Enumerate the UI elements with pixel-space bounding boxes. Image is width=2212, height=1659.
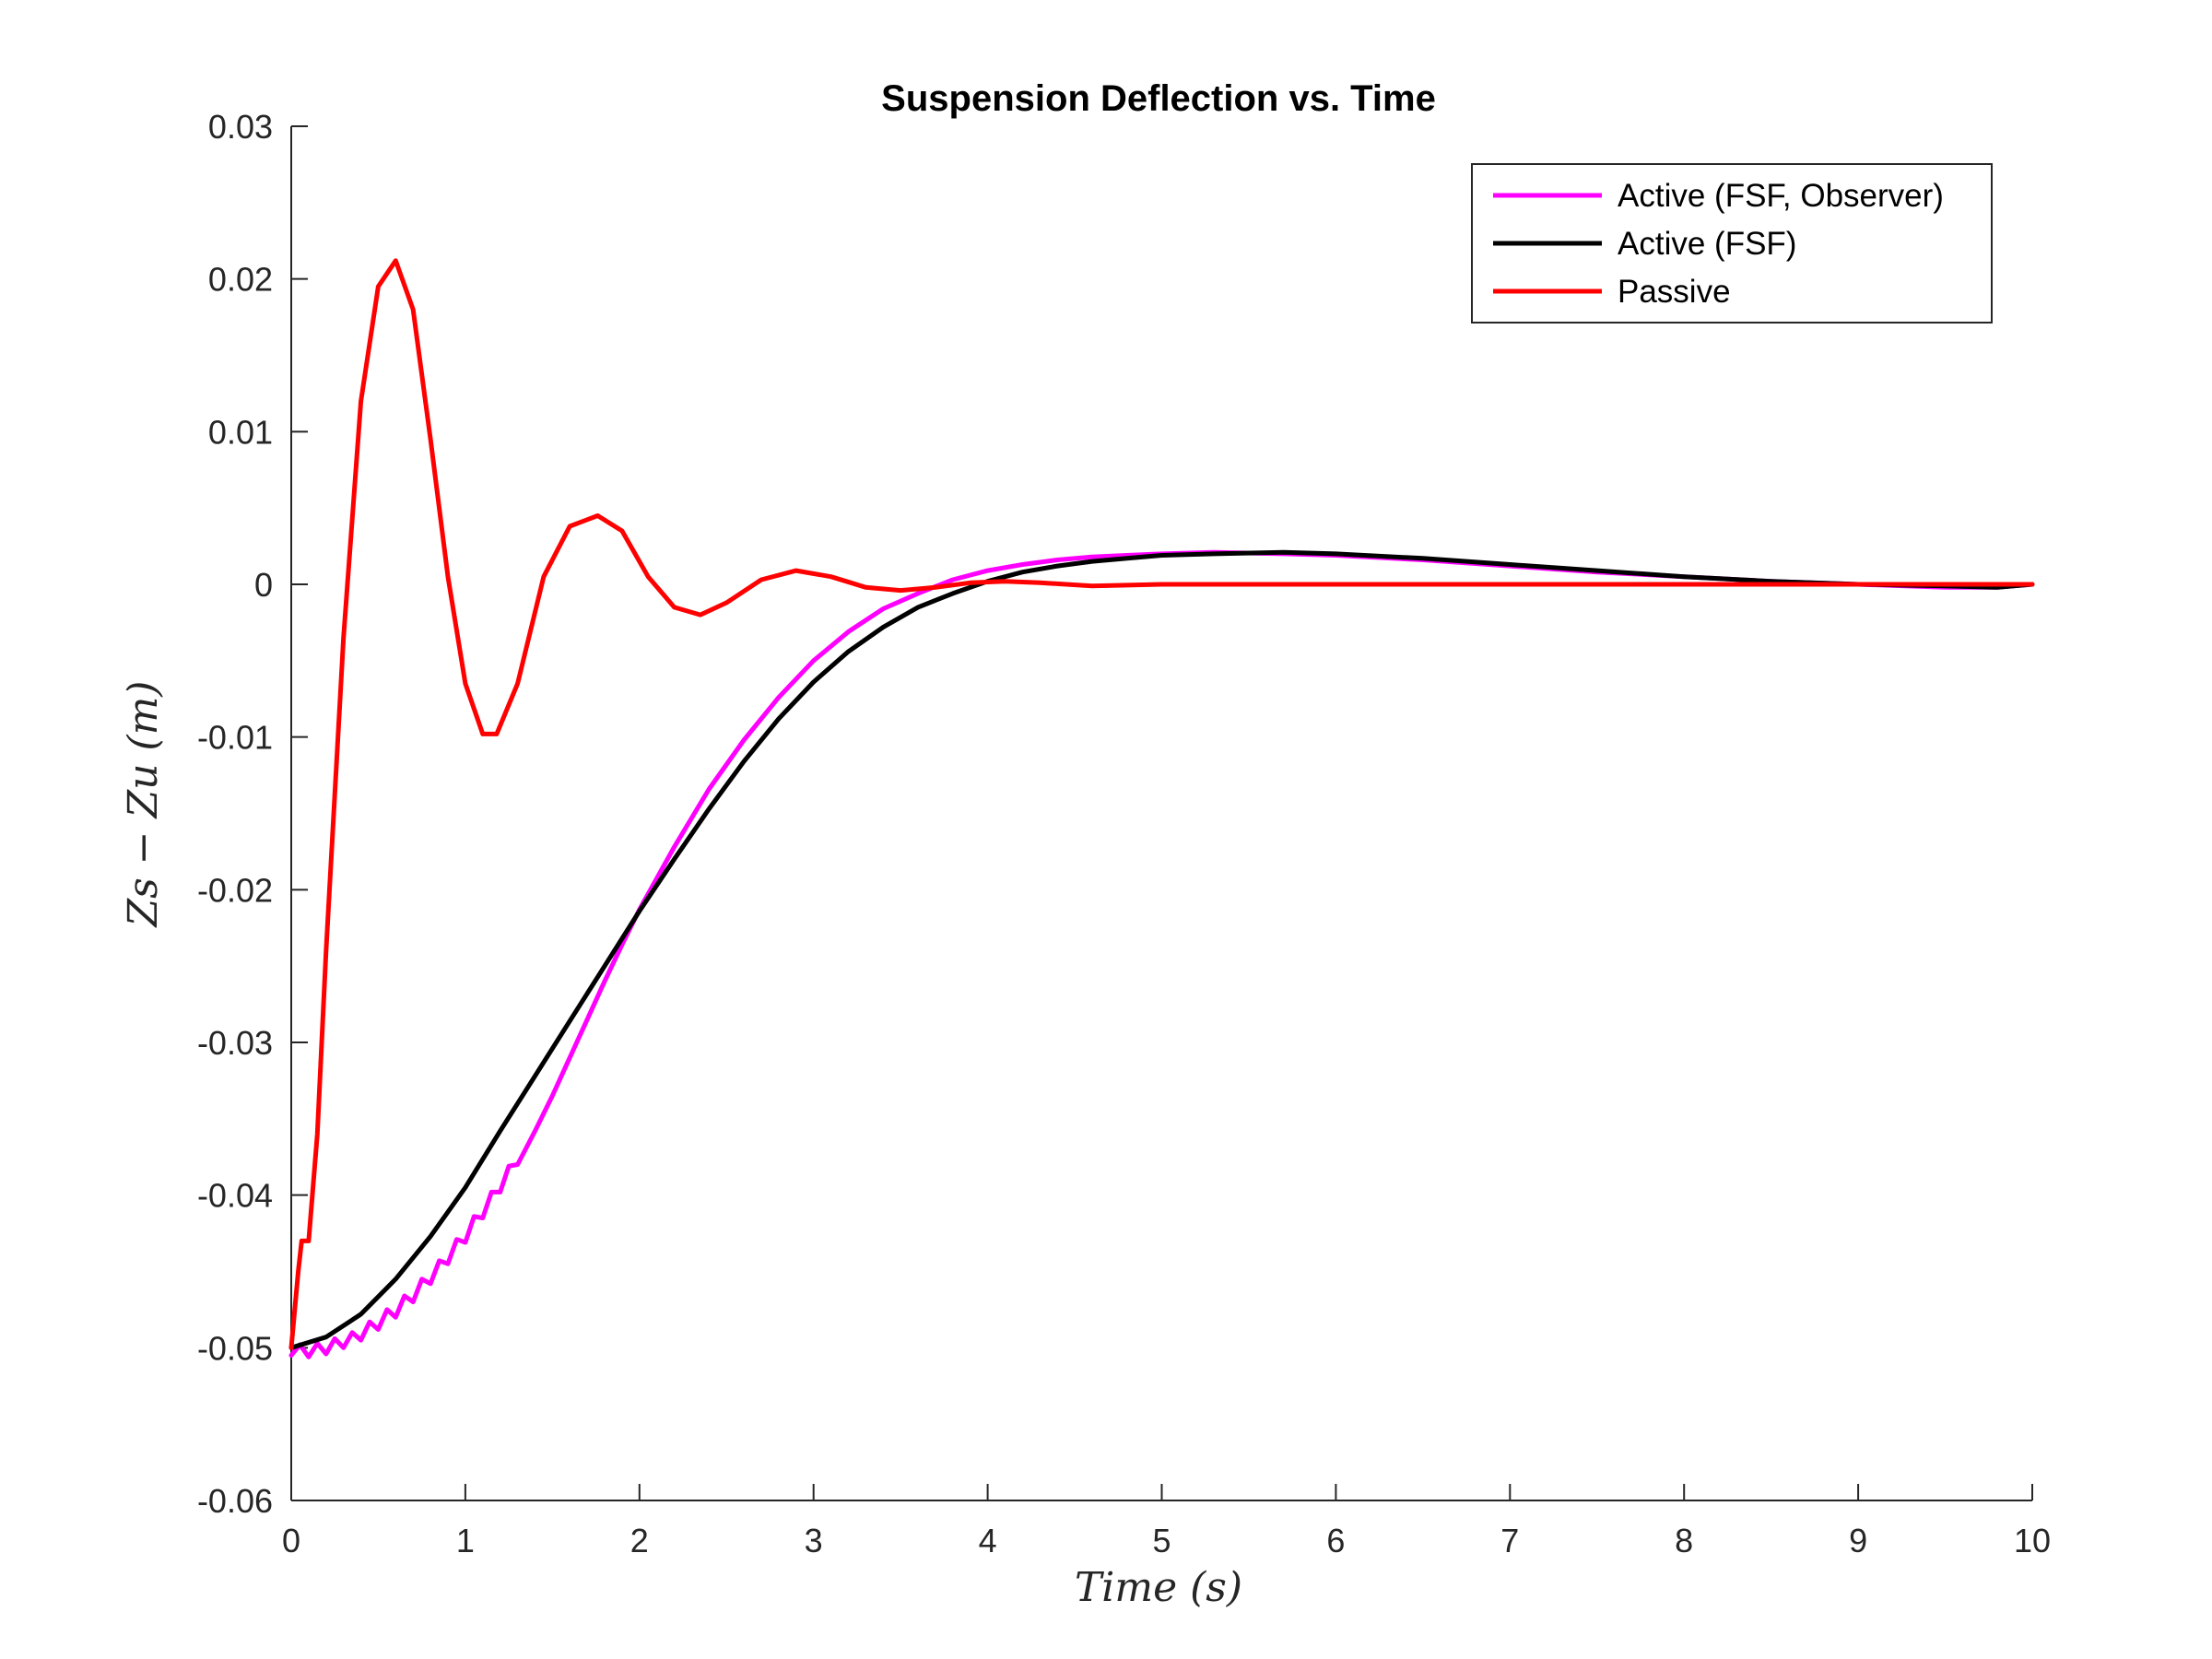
y-tick-label: -0.04 [197,1177,273,1215]
series-lines [288,258,2035,1359]
x-tick-label: 8 [1675,1522,1693,1559]
x-tick-label: 4 [979,1522,997,1559]
x-tick-label: 9 [1849,1522,1867,1559]
y-tick-label: 0.03 [208,108,273,146]
legend-label-passive: Passive [1618,274,1731,310]
y-tick-label: -0.03 [197,1024,273,1062]
x-tick-label: 10 [2014,1522,2051,1559]
x-axis-label: Time (s) [1075,1564,1242,1611]
x-tick-label: 0 [282,1522,300,1559]
y-tick-label: 0.02 [208,261,273,299]
x-tick-label: 2 [630,1522,649,1559]
plot-axes [290,125,2033,1501]
chart-title: Suspension Deflection vs. Time [881,78,1436,119]
y-tick-labels: 0.03 0.02 0.01 0 -0.01 -0.02 -0.03 -0.04 -0.05 -0… [197,108,273,1520]
y-tick-label: 0 [254,566,273,604]
x-tick-label: 5 [1152,1522,1171,1559]
x-tick-labels: 0 1 2 3 4 5 6 7 8 9 10 [282,1522,2051,1559]
y-tick-label: 0.01 [208,413,273,451]
y-tick-label: -0.06 [197,1482,273,1520]
x-tick-label: 1 [456,1522,475,1559]
legend-label-active-fsf-observer: Active (FSF, Observer) [1618,178,1944,214]
y-tick-label: -0.05 [197,1329,273,1367]
y-tick-label: -0.01 [197,719,273,757]
series-line-active-fsf [288,549,2035,1350]
series-line-passive [288,258,2035,1350]
x-tick-label: 3 [805,1522,823,1559]
y-axis-label: Zs − Zu (m) [120,681,167,929]
x-tick-label: 6 [1326,1522,1345,1559]
legend-label-active-fsf: Active (FSF) [1618,226,1796,262]
x-tick-label: 7 [1500,1522,1519,1559]
legend: Active (FSF, Observer) Active (FSF) Passiv… [1471,163,1993,324]
y-tick-label: -0.02 [197,871,273,909]
